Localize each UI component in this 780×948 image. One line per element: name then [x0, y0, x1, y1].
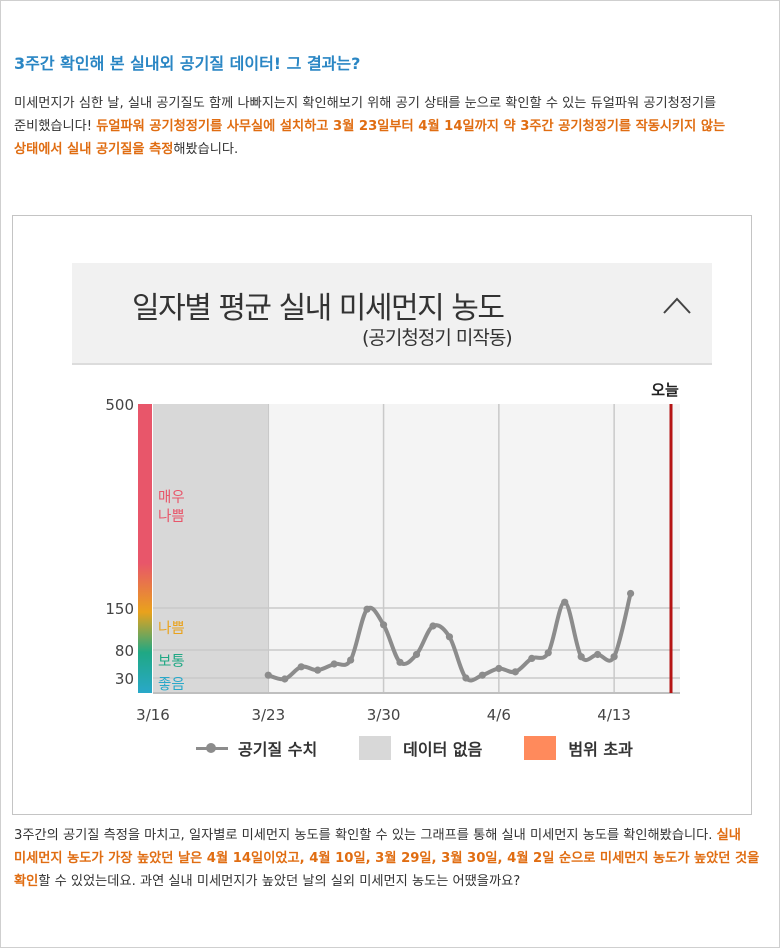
legend-item-line: 공기질 수치 — [196, 736, 317, 760]
data-point — [314, 666, 322, 674]
outro-highlight: 실내 미세먼지 농도가 가장 높았던 날은 4월 14일이었고, 4월 10일,… — [14, 828, 760, 889]
data-point — [561, 598, 569, 606]
data-point — [626, 589, 635, 598]
x-tick-label: 4/13 — [597, 706, 631, 724]
intro-paragraph: 미세먼지가 심한 날, 실내 공기질도 함께 나빠지는지 확인해보기 위해 공기… — [14, 92, 770, 161]
data-point — [363, 605, 371, 613]
data-point — [396, 658, 404, 666]
legend-line-swatch — [196, 741, 228, 755]
chart-subtitle: (공기청정기 미작동) — [362, 327, 513, 349]
data-point — [379, 621, 388, 629]
intro-text: 미세먼지가 심한 날, 실내 공기질도 함께 나빠지는지 확인해보기 위해 공기… — [14, 96, 717, 134]
x-tick-label: 4/6 — [487, 706, 511, 724]
chart-header-panel: 일자별 평균 실내 미세먼지 농도 (공기청정기 미작동) — [72, 263, 712, 365]
legend-out-of-range-swatch — [524, 736, 557, 760]
band-label: 매우 나쁨 — [158, 489, 185, 525]
data-point — [330, 660, 338, 668]
y-tick-label: 30 — [115, 670, 134, 688]
data-point — [412, 650, 421, 659]
legend-no-data-swatch — [359, 736, 392, 760]
data-point — [462, 674, 470, 682]
legend-label-line: 공기질 수치 — [238, 740, 318, 759]
y-tick-label: 80 — [115, 642, 134, 660]
data-point — [347, 656, 355, 664]
no-data-region — [153, 404, 268, 693]
x-tick-label: 3/23 — [251, 706, 285, 724]
intro-highlight: 듀얼파워 공기청정기를 사무실에 설치하고 3월 23일부터 4월 14일까지 … — [14, 119, 726, 157]
chevron-up-icon[interactable] — [662, 293, 692, 317]
chart-title: 일자별 평균 실내 미세먼지 농도 — [132, 291, 505, 326]
x-tick-label: 3/30 — [367, 706, 401, 724]
data-point — [264, 671, 272, 679]
data-point — [445, 633, 454, 641]
data-point — [544, 649, 552, 657]
data-point — [297, 663, 305, 671]
outro-paragraph: 3주간의 공기질 측정을 마치고, 일자별로 미세먼지 농도를 확인할 수 있는… — [14, 824, 770, 893]
y-tick-label: 500 — [105, 396, 134, 414]
legend-label-out-of-range: 범위 초과 — [568, 740, 633, 759]
data-point — [478, 671, 486, 679]
data-point — [281, 675, 289, 683]
outro-text-end: 할 수 있었는데요. 과연 실내 미세먼지가 높았던 날의 실외 미세먼지 농도… — [38, 874, 521, 889]
data-point — [495, 664, 503, 673]
band-label: 나쁨 — [158, 620, 185, 637]
band-label: 좋음 — [158, 677, 185, 693]
y-tick-label: 150 — [105, 600, 134, 618]
air-quality-scale-bar — [138, 404, 152, 693]
article-heading: 3주간 확인해 본 실내외 공기질 데이터! 그 결과는? — [14, 54, 361, 73]
legend-item-no-data: 데이터 없음 — [359, 736, 482, 760]
intro-text-end: 해봤습니다. — [173, 142, 239, 157]
band-label: 보통 — [158, 654, 185, 670]
legend-label-no-data: 데이터 없음 — [403, 740, 483, 759]
legend-item-out-of-range: 범위 초과 — [524, 736, 633, 760]
data-point — [577, 653, 585, 661]
x-tick-label: 3/16 — [136, 706, 170, 724]
chart-legend: 공기질 수치 데이터 없음 범위 초과 — [196, 735, 633, 761]
chart-plot: 3/16 3/23 3/30 4/6 4/13 30 80 150 500 좋음 보통 나쁨 매우 나쁨 오… — [105, 381, 680, 724]
data-point — [528, 654, 536, 662]
outro-text: 3주간의 공기질 측정을 마치고, 일자별로 미세먼지 농도를 확인할 수 있는… — [14, 828, 717, 843]
chart-figure: 일자별 평균 실내 미세먼지 농도 (공기청정기 미작동) 3/16 3/23 3/… — [12, 215, 752, 815]
data-point — [511, 668, 519, 676]
today-label: 오늘 — [651, 381, 679, 399]
data-point — [610, 653, 618, 661]
data-point — [594, 650, 602, 659]
data-point — [429, 622, 437, 630]
